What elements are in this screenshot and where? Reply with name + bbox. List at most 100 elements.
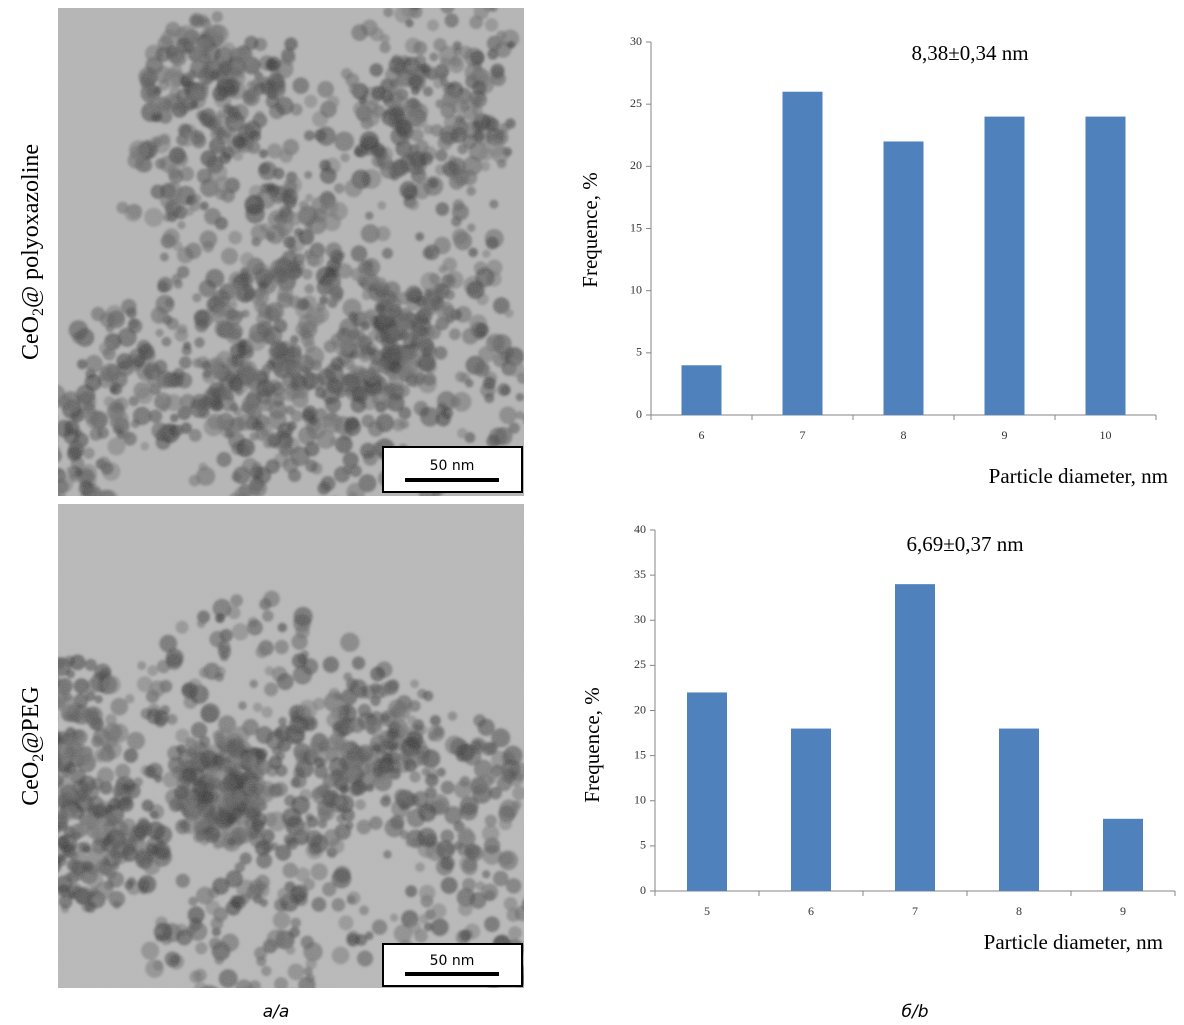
particle <box>565 339 581 355</box>
bar <box>883 141 924 415</box>
particle <box>578 349 591 362</box>
bar <box>1103 818 1143 891</box>
particle <box>175 994 186 1005</box>
y-tick-label: 25 <box>630 96 642 110</box>
particle <box>539 324 552 337</box>
particle <box>14 881 29 896</box>
particle <box>3 488 21 506</box>
particle <box>529 352 547 370</box>
y-tick-label: 10 <box>630 282 642 296</box>
y-tick-label: 25 <box>634 657 646 671</box>
particle <box>245 999 264 1018</box>
particle <box>4 439 19 454</box>
particle <box>530 855 542 867</box>
particle <box>12 889 25 902</box>
particle <box>573 358 584 369</box>
y-tick-label: 40 <box>634 522 646 536</box>
annotation: 8,38±0,34 nm <box>911 41 1028 65</box>
y-tick-label: 20 <box>634 702 646 716</box>
noise <box>58 504 524 988</box>
particle <box>557 912 570 925</box>
particle <box>566 385 576 395</box>
y-axis-label: Frequence, % <box>578 172 602 287</box>
particle <box>5 410 23 428</box>
particle <box>14 812 33 831</box>
particle <box>14 843 32 861</box>
particle <box>24 851 44 871</box>
particle <box>544 870 563 889</box>
particle <box>33 494 47 508</box>
y-tick-label: 0 <box>636 407 642 421</box>
particle <box>46 436 56 446</box>
particle <box>15 892 24 901</box>
particle <box>23 470 32 479</box>
particle <box>26 482 40 496</box>
particle <box>280 992 289 1001</box>
particle <box>532 381 549 398</box>
particle <box>9 468 20 479</box>
particle <box>553 929 569 945</box>
y-tick-label: 15 <box>630 220 642 234</box>
particle <box>0 442 8 457</box>
bar <box>791 728 831 891</box>
x-tick-label: 7 <box>912 904 918 918</box>
particle <box>58 737 60 746</box>
particle <box>35 668 44 677</box>
particle <box>29 503 43 517</box>
particle <box>37 449 49 461</box>
particle <box>23 454 40 471</box>
bar <box>1085 116 1126 415</box>
particle <box>24 430 35 441</box>
particle <box>31 810 45 824</box>
particle <box>19 396 33 410</box>
particle <box>541 394 556 409</box>
row-label-rest: @ polyoxazoline <box>18 144 44 308</box>
particle <box>18 856 35 873</box>
particle <box>245 1016 254 1025</box>
y-axis-label: Frequence, % <box>580 687 604 802</box>
particle <box>0 434 3 449</box>
particle <box>539 362 548 371</box>
particle <box>11 423 24 436</box>
particle <box>3 430 19 446</box>
particle <box>16 823 35 842</box>
x-tick-label: 8 <box>1016 904 1022 918</box>
particle <box>545 943 564 962</box>
particle <box>531 883 550 902</box>
particle <box>286 988 298 1000</box>
y-tick-label: 15 <box>634 747 646 761</box>
particle <box>245 1019 258 1025</box>
particle <box>12 408 23 419</box>
particle <box>20 475 35 490</box>
particle <box>547 892 557 902</box>
particle <box>469 0 479 8</box>
particle <box>559 886 576 903</box>
particle <box>35 851 55 871</box>
x-tick-label: 10 <box>1100 428 1112 442</box>
particle <box>38 424 49 435</box>
particle <box>33 458 43 468</box>
particle <box>58 445 61 459</box>
particle <box>569 312 585 328</box>
particle <box>571 345 580 354</box>
y-tick-label: 5 <box>636 345 642 359</box>
particle <box>0 429 9 438</box>
row-label-base: CeO <box>18 762 44 806</box>
particle <box>9 496 25 512</box>
bar <box>984 116 1025 415</box>
particle <box>0 422 8 432</box>
particle <box>528 368 537 377</box>
particle <box>522 415 524 424</box>
x-tick-label: 8 <box>901 428 907 442</box>
particle <box>544 339 556 351</box>
particle <box>12 806 23 817</box>
particle <box>0 435 10 451</box>
particle <box>245 998 255 1008</box>
bar <box>687 692 727 891</box>
x-axis-label: Particle diameter, nm <box>989 464 1168 488</box>
particle <box>36 669 54 687</box>
particle <box>34 840 52 858</box>
scale-bar: 50 nm <box>382 446 523 493</box>
row-label: CeO2@PEG <box>18 686 47 805</box>
scale-bar: 50 nm <box>382 943 523 987</box>
